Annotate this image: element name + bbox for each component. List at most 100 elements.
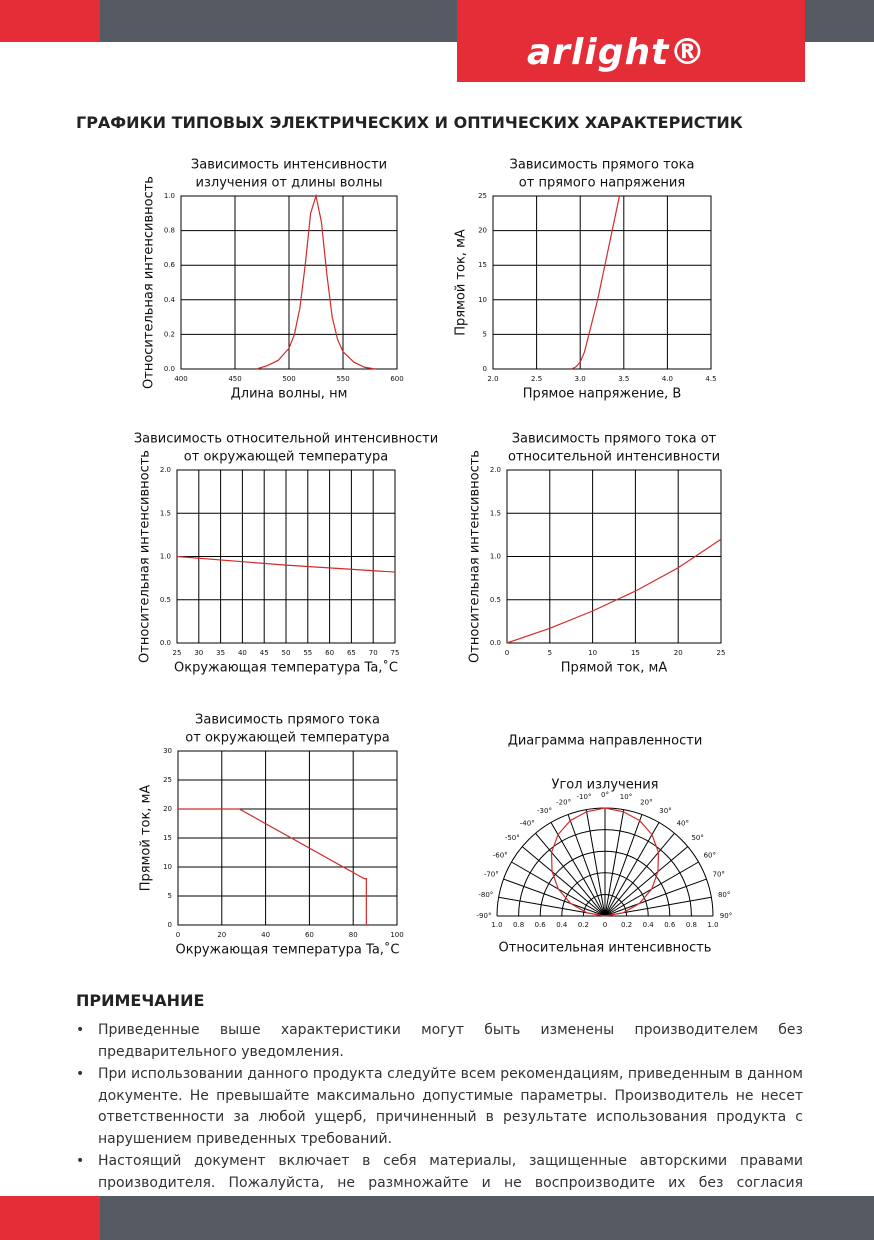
x-tick-label: 450 (228, 375, 241, 383)
x-tick-label: 60 (325, 649, 334, 657)
x-tick-label: 60 (305, 931, 314, 939)
y-tick-label: 0.2 (164, 330, 175, 338)
x-tick-label: 45 (260, 649, 269, 657)
grid-spoke (567, 814, 606, 917)
r-tick-label: 0.6 (664, 921, 676, 929)
theta-tick-label: -40° (520, 819, 535, 827)
chart-subtitle: Угол излучения (552, 778, 659, 793)
r-tick-label: 0.4 (643, 921, 655, 929)
y-tick-label: 25 (478, 192, 487, 200)
y-tick-label: 0.0 (160, 639, 171, 647)
x-tick-label: 500 (282, 375, 295, 383)
data-line (256, 193, 376, 370)
y-tick-label: 10 (478, 296, 487, 304)
chart-title: Зависимость прямого тока (510, 158, 695, 173)
x-tick-label: 400 (174, 375, 187, 383)
x-tick-label: 65 (347, 649, 356, 657)
x-tick-label: 550 (336, 375, 349, 383)
x-tick-label: 10 (588, 649, 597, 657)
theta-tick-label: -60° (493, 852, 508, 860)
r-tick-label: 0.2 (621, 921, 632, 929)
chart-title: от окружающей температура (184, 450, 388, 465)
r-tick-label: 0.8 (686, 921, 697, 929)
y-tick-label: 5 (483, 330, 487, 338)
chart-title: от окружающей температура (185, 731, 389, 746)
x-tick-label: 75 (391, 649, 400, 657)
y-axis-label: Прямой ток, мА (454, 229, 469, 336)
top-red-block (0, 0, 100, 42)
y-axis-label: Прямой ток, мА (139, 785, 154, 892)
chart-title: Диаграмма направленности (508, 734, 703, 749)
bottom-bar (0, 1196, 874, 1240)
y-tick-label: 1.0 (164, 192, 175, 200)
r-tick-label: 0.4 (556, 921, 568, 929)
note-item: Приведенные выше характеристики могут бы… (76, 1020, 803, 1063)
data-line (178, 808, 367, 925)
grid-spoke (604, 809, 625, 917)
notes-title: ПРИМЕЧАНИЕ (76, 991, 205, 1010)
y-tick-label: 0.0 (490, 639, 501, 647)
notes-list: Приведенные выше характеристики могут бы… (76, 1020, 803, 1217)
x-tick-label: 600 (390, 375, 403, 383)
x-tick-label: 20 (217, 931, 226, 939)
note-item: При использовании данного продукта следу… (76, 1064, 803, 1150)
plot-frame (492, 195, 712, 370)
logo-block: arlight® (457, 0, 805, 82)
x-tick-label: 0 (176, 931, 180, 939)
y-tick-label: 1.5 (490, 509, 501, 517)
y-tick-label: 15 (478, 261, 487, 269)
x-tick-label: 15 (631, 649, 640, 657)
r-tick-label: 1.0 (707, 921, 718, 929)
grid-spoke (550, 822, 606, 917)
x-axis-label: Окружающая температура Ta,˚C (176, 942, 400, 958)
data-line (506, 538, 722, 644)
y-tick-label: 0.4 (164, 296, 176, 304)
x-tick-label: 55 (303, 649, 312, 657)
x-tick-label: 40 (238, 649, 247, 657)
x-tick-label: 70 (369, 649, 378, 657)
x-tick-label: 3.5 (618, 375, 629, 383)
y-tick-label: 5 (168, 892, 172, 900)
theta-tick-label: 30° (659, 807, 671, 815)
x-tick-label: 4.0 (662, 375, 673, 383)
x-tick-label: 35 (216, 649, 225, 657)
y-tick-label: 0 (483, 365, 487, 373)
x-tick-label: 25 (717, 649, 726, 657)
theta-tick-label: 20° (640, 798, 652, 806)
chart-title: Зависимость прямого тока от (512, 432, 717, 447)
plot-frame (177, 750, 398, 926)
grid-spoke (604, 846, 689, 917)
y-tick-label: 10 (163, 863, 172, 871)
x-tick-label: 50 (282, 649, 291, 657)
x-axis-label: Относительная интенсивность (499, 941, 712, 956)
x-tick-label: 2.5 (531, 375, 542, 383)
data-line (571, 195, 621, 370)
x-axis-label: Окружающая температура Ta,˚C (174, 660, 398, 676)
y-tick-label: 2.0 (160, 466, 171, 474)
data-line (550, 807, 660, 917)
y-tick-label: 0.5 (490, 596, 501, 604)
theta-tick-label: 90° (720, 912, 732, 920)
y-tick-label: 1.0 (160, 553, 171, 561)
y-tick-label: 0.5 (160, 596, 171, 604)
theta-tick-label: 80° (718, 891, 730, 899)
section-title: ГРАФИКИ ТИПОВЫХ ЭЛЕКТРИЧЕСКИХ И ОПТИЧЕСК… (76, 113, 743, 132)
y-axis-label: Относительная интенсивность (142, 176, 157, 389)
r-tick-label: 0.6 (535, 921, 547, 929)
theta-tick-label: -70° (484, 871, 499, 879)
y-tick-label: 15 (163, 834, 172, 842)
theta-tick-label: -50° (505, 834, 520, 842)
chart-title: Зависимость интенсивности (191, 158, 387, 173)
y-tick-label: 0.8 (164, 227, 175, 235)
x-tick-label: 40 (261, 931, 270, 939)
theta-tick-label: -30° (537, 807, 552, 815)
x-axis-label: Длина волны, нм (231, 387, 348, 402)
y-tick-label: 20 (163, 805, 172, 813)
x-tick-label: 0 (505, 649, 509, 657)
x-tick-label: 25 (173, 649, 182, 657)
r-tick-label: 0.2 (578, 921, 589, 929)
y-tick-label: 0 (168, 921, 172, 929)
y-tick-label: 20 (478, 227, 487, 235)
